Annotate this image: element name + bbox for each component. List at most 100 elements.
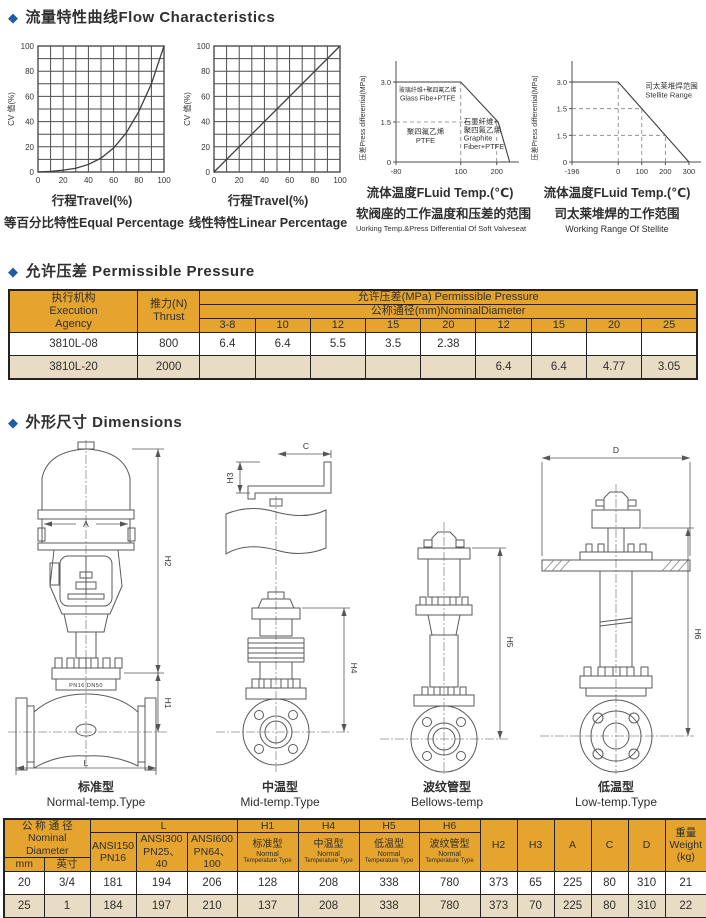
table-cell: 6.4 bbox=[254, 331, 311, 356]
table-cell: 3810L-08 bbox=[8, 331, 139, 356]
table-row: 25 1 184 197 210 137 208 338 780 373 70 225 80 310 22 bbox=[3, 893, 706, 918]
table-cell: 373 bbox=[479, 870, 518, 895]
table-cell: 2000 bbox=[137, 354, 201, 380]
chart-text: 60 bbox=[25, 92, 34, 101]
chart-text: 20 bbox=[201, 143, 210, 152]
section-title-pressure: ◆ 允许压差 Permissible Pressure bbox=[8, 260, 255, 281]
chart-text: 聚四氟乙烯 bbox=[464, 124, 502, 134]
chart-text: 100 bbox=[157, 176, 171, 185]
table-cell: 3.05 bbox=[641, 354, 698, 380]
diameter-col-header: 20 bbox=[585, 317, 643, 333]
table-cell: 208 bbox=[297, 893, 360, 918]
chart-text: -196 bbox=[564, 167, 579, 176]
figure-caption-cn: 波纹管型 bbox=[422, 780, 471, 794]
chart-text: 玻璃纤维+聚四氟乙烯 bbox=[399, 86, 457, 94]
table-cell: 80 bbox=[590, 870, 629, 895]
chart-text: 1.5 bbox=[381, 118, 391, 127]
table-cell bbox=[365, 354, 422, 380]
diameter-col-header: 3-8 bbox=[199, 317, 256, 333]
table-cell: 194 bbox=[135, 870, 188, 895]
section-title-pressure-text: 允许压差 Permissible Pressure bbox=[25, 263, 255, 280]
chart-equal-percentage: 0 20 40 60 80 100 0 20 40 60 80 100 CV 值(%) 行程Travel… bbox=[4, 40, 184, 231]
centerlines bbox=[380, 522, 508, 774]
table-cell: 310 bbox=[627, 893, 666, 918]
chart-text: 40 bbox=[260, 176, 269, 185]
chart-text: 0 bbox=[206, 168, 211, 177]
valve-outline bbox=[410, 531, 478, 773]
permissible-pressure-header: 允许压差(MPa) Permissible Pressure bbox=[199, 289, 698, 305]
c-header: C bbox=[590, 818, 629, 872]
h1-header: H1 bbox=[236, 818, 299, 834]
table-cell: 20 bbox=[3, 870, 45, 895]
centerlines bbox=[7, 440, 168, 770]
chart-text: 0 bbox=[212, 176, 217, 185]
table-cell: 128 bbox=[236, 870, 299, 895]
dim-h2-label: H2 bbox=[163, 556, 173, 567]
chart-text: CV 值(%) bbox=[6, 92, 16, 126]
h4-header: H4 bbox=[297, 818, 360, 834]
table-cell: 780 bbox=[418, 870, 481, 895]
table-cell: 206 bbox=[186, 870, 238, 895]
h2-header: H2 bbox=[479, 818, 518, 872]
table-cell: 181 bbox=[89, 870, 137, 895]
table-cell: 80 bbox=[590, 893, 629, 918]
diamond-bullet-icon: ◆ bbox=[8, 264, 19, 279]
table-cell: 6.4 bbox=[475, 354, 532, 380]
inch-header: 英寸 bbox=[43, 857, 91, 872]
dim-c-label: C bbox=[302, 441, 308, 451]
valve-outline bbox=[225, 461, 331, 766]
dim-h5-label: H5 bbox=[505, 637, 515, 648]
figure-caption-en: Mid-temp.Type bbox=[240, 795, 320, 809]
chart-text: 100 bbox=[21, 42, 35, 51]
dim-h3-label: H3 bbox=[225, 472, 235, 483]
table-cell: 208 bbox=[297, 870, 360, 895]
chart-text: 1.5 bbox=[557, 131, 567, 140]
table-cell bbox=[420, 354, 477, 380]
chart-text: 0 bbox=[616, 167, 620, 176]
section-title-dimensions-text: 外形尺寸 Dimensions bbox=[25, 414, 183, 431]
chart-caption-cn: 司太莱堆焊的工作范围 bbox=[554, 207, 680, 221]
diameter-col-header: 12 bbox=[475, 317, 532, 333]
table-cell bbox=[309, 354, 367, 380]
table-cell: 2.38 bbox=[420, 331, 477, 356]
figure-caption-cn: 低温型 bbox=[597, 780, 634, 794]
section-title-flow: ◆ 流量特性曲线Flow Characteristics bbox=[8, 6, 275, 27]
diamond-bullet-icon: ◆ bbox=[8, 415, 19, 430]
dimension-lines: C H3 H4 bbox=[225, 441, 359, 732]
dim-l-label: L bbox=[83, 758, 88, 768]
table-cell bbox=[530, 331, 587, 356]
equal-percentage-plot: 0 20 40 60 80 100 0 20 40 60 80 100 CV 值(%) bbox=[6, 42, 171, 185]
table-cell: 6.4 bbox=[530, 354, 587, 380]
chart-text: 200 bbox=[490, 167, 503, 176]
h6-header: H6 bbox=[418, 818, 481, 834]
diameter-col-header: 12 bbox=[309, 317, 367, 333]
dimension-lines: A H2 H1 L bbox=[15, 448, 173, 775]
table-cell bbox=[585, 331, 643, 356]
mid-temp-drawing: C H3 H4 bbox=[215, 441, 359, 772]
table-cell: 4.77 bbox=[585, 354, 643, 380]
table-cell: 197 bbox=[135, 893, 188, 918]
figure-normal-type: PN16 DN50 A H2 H1 L 标准型 Normal-temp.Type bbox=[2, 436, 190, 809]
chart-text: 80 bbox=[201, 67, 210, 76]
chart-text: 80 bbox=[134, 176, 143, 185]
l-header: L bbox=[89, 818, 238, 834]
low-temp-drawing: D H6 bbox=[540, 445, 703, 774]
dimensions-table: 公 称 通 径 Nominal Diameter L H1 H4 H5 H6 H… bbox=[3, 818, 706, 918]
chart-text: -80 bbox=[391, 167, 402, 176]
chart-text: 100 bbox=[636, 167, 649, 176]
mm-header: mm bbox=[3, 857, 45, 872]
table-cell: 3.5 bbox=[365, 331, 422, 356]
h6-type-header: 波纹管型 Normal Temperature Type bbox=[418, 832, 481, 872]
table-cell: 21 bbox=[664, 870, 706, 895]
table-cell: 338 bbox=[358, 870, 420, 895]
figure-low-temp-type: D H6 低温型 Low-temp.Type bbox=[528, 436, 704, 809]
dim-d-label: D bbox=[613, 445, 619, 455]
chart-text: 司太莱堆焊范围 bbox=[645, 81, 697, 91]
valve-outline bbox=[15, 441, 156, 771]
chart-text: 0 bbox=[36, 176, 41, 185]
ansi600-header: ANSI600 PN64、100 bbox=[186, 832, 238, 872]
diameter-col-header: 20 bbox=[420, 317, 477, 333]
chart-text: 0 bbox=[387, 158, 391, 167]
figure-bellows-type: H5 波纹管型 Bellows-temp bbox=[372, 436, 522, 809]
h5-type-header: 低温型 Normal Temperature Type bbox=[358, 832, 420, 872]
